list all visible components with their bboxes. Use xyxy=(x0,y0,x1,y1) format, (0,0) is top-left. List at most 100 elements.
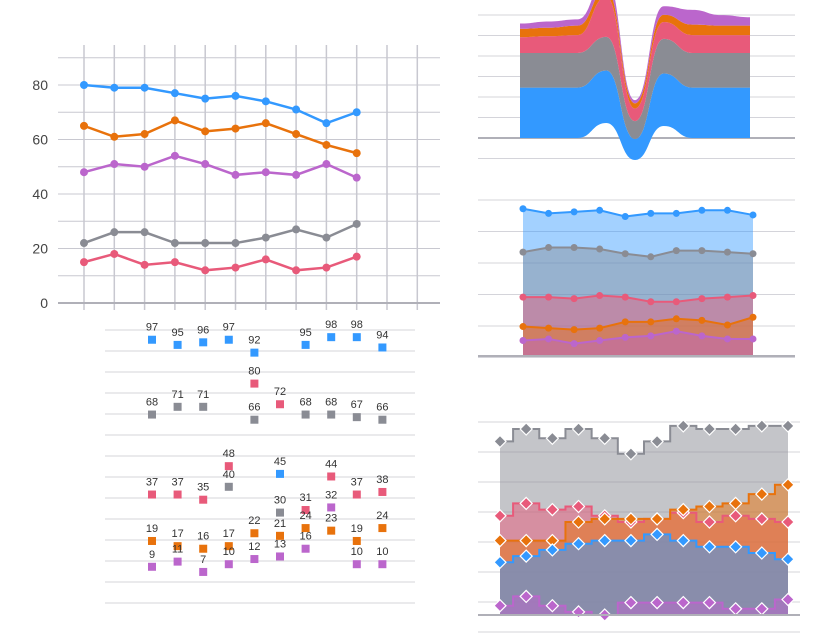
scatter-point-orange xyxy=(378,524,387,533)
diamond-marker-gray xyxy=(650,434,664,449)
data-point-purple xyxy=(201,160,210,169)
data-point-gray xyxy=(723,248,731,256)
data-point-purple xyxy=(261,168,270,177)
data-label: 11 xyxy=(172,544,183,556)
step-line-blue xyxy=(500,533,788,564)
data-point-pink xyxy=(672,298,680,306)
area-fill-pink xyxy=(523,295,753,356)
diamond-marker-blue xyxy=(519,549,534,563)
data-point-pink xyxy=(647,298,655,306)
data-point-pink xyxy=(570,295,578,303)
data-point-gray xyxy=(596,245,604,253)
data-label: 12 xyxy=(248,541,260,553)
data-point-blue xyxy=(723,206,731,214)
data-point-gray xyxy=(80,239,88,248)
diamond-marker-orange xyxy=(519,533,534,548)
data-label: 24 xyxy=(299,510,311,522)
data-label: 66 xyxy=(376,402,388,414)
scatter-point-pink xyxy=(148,490,156,499)
series-line-pink xyxy=(83,252,358,272)
scatter-point-blue xyxy=(352,333,361,342)
data-label: 72 xyxy=(274,386,286,398)
data-point-orange xyxy=(231,124,240,133)
data-point-gray xyxy=(352,219,361,228)
data-label: 71 xyxy=(197,389,209,401)
data-point-orange xyxy=(596,324,604,332)
data-point-blue xyxy=(352,108,361,117)
scatter-point-pink xyxy=(301,506,310,515)
scatter-point-orange xyxy=(250,529,259,538)
scatter-point-purple xyxy=(378,560,387,569)
data-label: 68 xyxy=(325,397,337,409)
scatter-point-purple xyxy=(352,560,361,569)
scatter-point-blue xyxy=(378,343,387,352)
diamond-marker-orange xyxy=(571,515,586,529)
data-label: 16 xyxy=(197,531,209,543)
data-point-orange xyxy=(545,324,553,332)
diamond-marker-gray xyxy=(702,422,717,436)
diamond-marker-purple xyxy=(624,595,638,610)
scatter-point-blue xyxy=(327,333,336,342)
data-point-pink xyxy=(545,293,553,301)
data-point-orange xyxy=(570,326,578,334)
data-point-pink xyxy=(170,258,179,267)
scatter-point-blue xyxy=(301,340,310,349)
area-line-gray xyxy=(522,246,754,258)
stream-layer-gray xyxy=(520,36,750,139)
data-label: 17 xyxy=(223,528,235,540)
data-point-purple xyxy=(749,335,757,343)
data-point-blue xyxy=(672,209,680,217)
data-point-gray xyxy=(140,228,149,237)
diamond-marker-orange xyxy=(650,512,664,526)
overlapping-area-chart xyxy=(478,199,795,358)
diamond-marker-gray xyxy=(519,422,534,436)
data-label: 44 xyxy=(325,458,337,470)
diamond-marker-gray xyxy=(571,422,586,436)
data-point-orange xyxy=(519,323,527,331)
data-point-pink xyxy=(519,293,527,301)
data-point-purple xyxy=(292,170,301,179)
data-label: 17 xyxy=(171,528,183,540)
data-point-purple xyxy=(170,151,179,160)
diamond-marker-orange xyxy=(754,487,769,501)
data-point-purple xyxy=(140,162,149,171)
data-point-gray xyxy=(261,233,270,242)
scatter-point-purple xyxy=(224,560,233,569)
data-label: 94 xyxy=(376,329,388,341)
data-point-pink xyxy=(596,292,604,300)
data-point-gray xyxy=(570,244,578,251)
series-line-orange xyxy=(83,119,358,155)
data-label: 31 xyxy=(299,492,311,504)
data-label: 24 xyxy=(376,510,388,522)
diamond-marker-pink xyxy=(493,508,507,523)
data-point-blue xyxy=(292,105,301,114)
scatter-point-gray xyxy=(352,413,361,422)
data-point-pink xyxy=(80,258,88,267)
scatter-point-orange xyxy=(352,536,361,545)
data-label: 10 xyxy=(223,546,235,558)
data-point-purple xyxy=(322,160,331,169)
y-tick-label: 0 xyxy=(40,295,48,311)
data-point-blue xyxy=(570,208,578,216)
diamond-marker-gray xyxy=(728,422,743,436)
data-point-pink xyxy=(110,249,119,258)
data-label: 48 xyxy=(223,448,235,460)
data-point-purple xyxy=(231,170,240,179)
data-point-gray xyxy=(621,250,629,258)
data-label: 16 xyxy=(299,531,311,543)
scatter-point-gray xyxy=(250,415,259,424)
data-point-orange xyxy=(292,130,301,139)
data-point-gray xyxy=(170,239,179,248)
data-label: 21 xyxy=(274,518,286,530)
data-point-gray xyxy=(698,247,706,255)
scatter-point-blue xyxy=(250,348,259,357)
diamond-marker-pink xyxy=(519,496,534,511)
area-fill-purple xyxy=(523,331,753,356)
data-point-purple xyxy=(596,337,604,344)
data-label: 37 xyxy=(146,477,158,489)
data-point-purple xyxy=(110,160,119,169)
data-point-gray xyxy=(672,247,680,255)
data-point-orange xyxy=(140,130,149,139)
diamond-marker-gray xyxy=(545,431,560,446)
data-label: 32 xyxy=(325,489,337,501)
